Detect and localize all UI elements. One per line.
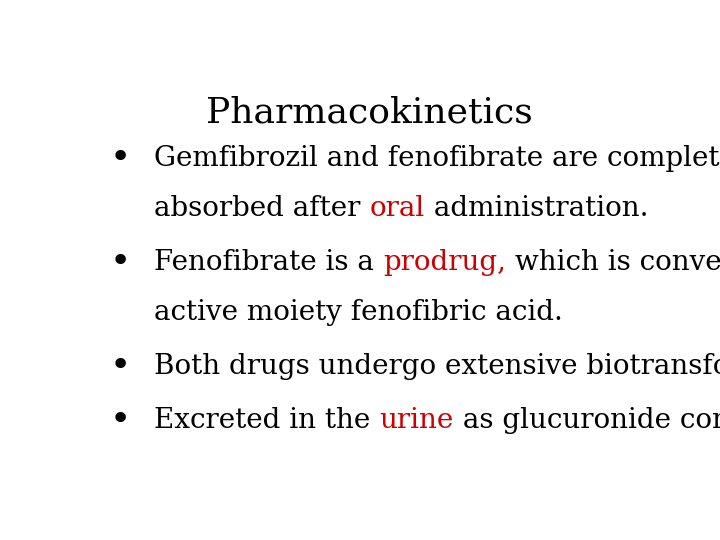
Text: active moiety fenofibric acid.: active moiety fenofibric acid.: [154, 299, 563, 326]
Text: •: •: [110, 245, 131, 279]
Text: urine: urine: [379, 407, 454, 434]
Text: Both drugs undergo extensive biotransformation: Both drugs undergo extensive biotransfor…: [154, 353, 720, 380]
Text: which is converted to the: which is converted to the: [506, 249, 720, 276]
Text: as glucuronide conjugates.: as glucuronide conjugates.: [454, 407, 720, 434]
Text: Pharmacokinetics: Pharmacokinetics: [206, 96, 532, 130]
Text: •: •: [110, 349, 131, 383]
Text: administration.: administration.: [425, 195, 648, 222]
Text: prodrug,: prodrug,: [383, 249, 506, 276]
Text: Fenofibrate is a: Fenofibrate is a: [154, 249, 383, 276]
Text: Excreted in the: Excreted in the: [154, 407, 379, 434]
Text: •: •: [110, 141, 131, 176]
Text: oral: oral: [369, 195, 425, 222]
Text: Gemfibrozil and fenofibrate are completely: Gemfibrozil and fenofibrate are complete…: [154, 145, 720, 172]
Text: absorbed after: absorbed after: [154, 195, 369, 222]
Text: •: •: [110, 403, 131, 437]
